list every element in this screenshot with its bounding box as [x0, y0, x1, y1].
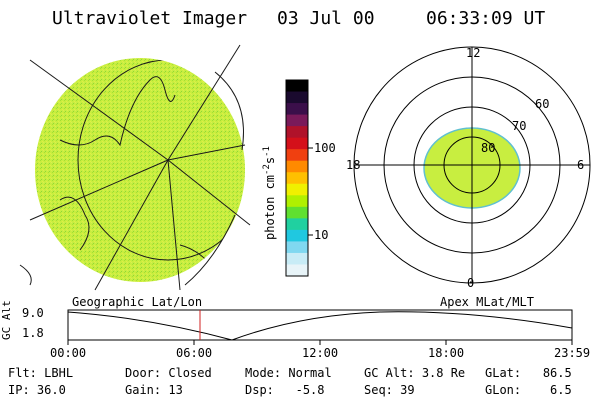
ip-info: IP: 36.0 [8, 383, 66, 397]
xtick-3: 18:00 [428, 346, 465, 360]
polar-plot [353, 46, 591, 284]
filter-info: Flt: LBHL [8, 366, 74, 380]
colorbar-swatch [286, 91, 308, 104]
xtick-1: 06:00 [176, 346, 213, 360]
colorbar-swatch [286, 229, 308, 242]
colorbar-swatch [286, 114, 308, 127]
colorbar-swatch [286, 218, 308, 231]
colorbar-swatch [286, 195, 308, 208]
instrument-title: Ultraviolet Imager [52, 8, 248, 29]
lat-label-70: 70 [512, 119, 527, 133]
colorbar-swatch [286, 183, 308, 196]
colorbar-frame [285, 79, 309, 277]
geographic-label: Geographic Lat/Lon [72, 295, 203, 309]
gcalt-info: GC Alt: 3.8 Re [364, 366, 466, 380]
colorbar-swatch [286, 241, 308, 254]
colorbar-tick-100: 100 [314, 141, 336, 155]
colorbar-swatch [286, 206, 308, 219]
lat-label-80: 80 [481, 141, 496, 155]
geographic-image [19, 44, 251, 291]
colorbar-tick-10: 10 [314, 228, 329, 242]
xtick-2: 12:00 [302, 346, 339, 360]
colorbar-swatch [286, 80, 308, 93]
seq-info: Seq: 39 [364, 383, 415, 397]
apex-label: Apex MLat/MLT [440, 295, 534, 309]
mlt-label-18: 18 [346, 158, 361, 172]
colorbar-swatch [286, 160, 308, 173]
mlt-label-0: 0 [467, 276, 475, 290]
door-info: Door: Closed [125, 366, 212, 380]
colorbar-unit-label: photon cm-2s-1 [262, 146, 277, 240]
colorbar-swatch [286, 149, 308, 162]
altitude-ylabel: GC Alt [0, 300, 13, 340]
colorbar-swatch [286, 126, 308, 139]
colorbar-swatch [286, 137, 308, 150]
altitude-ymin: 1.8 [22, 326, 44, 340]
mode-info: Mode: Normal [245, 366, 332, 380]
colorbar-swatch [286, 252, 308, 265]
colorbar-swatch [286, 103, 308, 116]
xtick-4: 23:59 [554, 346, 591, 360]
colorbar [286, 80, 308, 277]
xtick-0: 00:00 [50, 346, 87, 360]
gain-info: Gain: 13 [125, 383, 183, 397]
colorbar-swatch [286, 172, 308, 185]
mlt-label-6: 6 [577, 158, 585, 172]
altitude-ymax: 9.0 [22, 306, 44, 320]
mlt-label-12: 12 [466, 46, 481, 60]
altitude-strip [67, 309, 573, 345]
time-label: 06:33:09 UT [426, 8, 546, 29]
glat-info: GLat: 86.5 [485, 366, 572, 380]
dsp-info: Dsp: -5.8 [245, 383, 325, 397]
colorbar-swatch [286, 264, 308, 277]
lat-label-60: 60 [535, 97, 550, 111]
glon-info: GLon: 6.5 [485, 383, 572, 397]
date-label: 03 Jul 00 [277, 8, 375, 29]
